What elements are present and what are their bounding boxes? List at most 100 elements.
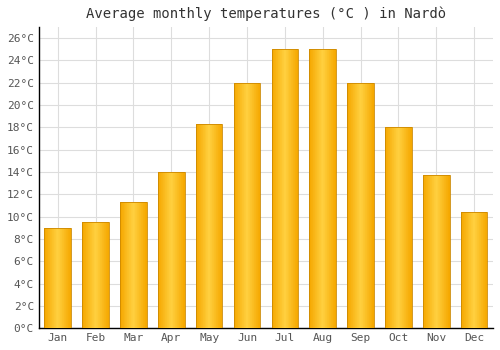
Bar xyxy=(252,83,253,328)
Bar xyxy=(472,212,473,328)
Bar xyxy=(60,228,61,328)
Bar xyxy=(209,124,210,328)
Bar xyxy=(135,202,136,328)
Bar xyxy=(373,83,374,328)
Bar xyxy=(174,172,176,328)
Bar xyxy=(196,124,197,328)
Bar xyxy=(212,124,213,328)
Bar xyxy=(196,124,222,328)
Bar xyxy=(431,175,432,328)
Bar xyxy=(95,222,96,328)
Bar xyxy=(274,49,275,328)
Bar xyxy=(144,202,146,328)
Bar xyxy=(208,124,209,328)
Bar xyxy=(405,127,406,328)
Bar xyxy=(64,228,65,328)
Bar xyxy=(410,127,411,328)
Bar xyxy=(97,222,98,328)
Bar xyxy=(465,212,466,328)
Bar xyxy=(400,127,401,328)
Bar xyxy=(50,228,51,328)
Bar xyxy=(237,83,238,328)
Bar xyxy=(392,127,393,328)
Bar xyxy=(202,124,203,328)
Bar xyxy=(324,49,326,328)
Bar xyxy=(61,228,62,328)
Bar xyxy=(425,175,426,328)
Bar xyxy=(45,228,46,328)
Bar xyxy=(444,175,445,328)
Bar xyxy=(201,124,202,328)
Bar xyxy=(234,83,235,328)
Bar xyxy=(121,202,122,328)
Bar xyxy=(68,228,69,328)
Bar xyxy=(469,212,470,328)
Bar xyxy=(284,49,285,328)
Bar xyxy=(257,83,258,328)
Bar xyxy=(214,124,215,328)
Bar xyxy=(352,83,354,328)
Bar xyxy=(475,212,476,328)
Bar xyxy=(322,49,324,328)
Bar xyxy=(56,228,57,328)
Bar xyxy=(244,83,245,328)
Bar xyxy=(278,49,279,328)
Bar xyxy=(93,222,94,328)
Bar xyxy=(312,49,313,328)
Bar xyxy=(446,175,447,328)
Bar xyxy=(238,83,239,328)
Bar xyxy=(99,222,100,328)
Bar xyxy=(180,172,181,328)
Bar xyxy=(105,222,106,328)
Bar xyxy=(122,202,123,328)
Bar xyxy=(436,175,437,328)
Bar xyxy=(401,127,402,328)
Bar xyxy=(332,49,334,328)
Title: Average monthly temperatures (°C ) in Nardò: Average monthly temperatures (°C ) in Na… xyxy=(86,7,446,21)
Bar xyxy=(314,49,315,328)
Bar xyxy=(479,212,480,328)
Bar xyxy=(440,175,441,328)
Bar xyxy=(89,222,90,328)
Bar xyxy=(54,228,55,328)
Bar xyxy=(103,222,104,328)
Bar xyxy=(62,228,63,328)
Bar xyxy=(240,83,241,328)
Bar xyxy=(158,172,184,328)
Bar xyxy=(282,49,283,328)
Bar xyxy=(46,228,47,328)
Bar xyxy=(65,228,66,328)
Bar xyxy=(245,83,246,328)
Bar xyxy=(432,175,433,328)
Bar xyxy=(362,83,363,328)
Bar xyxy=(391,127,392,328)
Bar xyxy=(120,202,146,328)
Bar xyxy=(66,228,67,328)
Bar xyxy=(243,83,244,328)
Bar xyxy=(92,222,93,328)
Bar xyxy=(441,175,442,328)
Bar xyxy=(67,228,68,328)
Bar xyxy=(406,127,407,328)
Bar xyxy=(428,175,429,328)
Bar xyxy=(126,202,127,328)
Bar xyxy=(246,83,247,328)
Bar xyxy=(82,222,109,328)
Bar xyxy=(275,49,276,328)
Bar xyxy=(134,202,135,328)
Bar xyxy=(277,49,278,328)
Bar xyxy=(58,228,59,328)
Bar xyxy=(330,49,332,328)
Bar xyxy=(272,49,273,328)
Bar xyxy=(318,49,320,328)
Bar xyxy=(466,212,467,328)
Bar xyxy=(86,222,87,328)
Bar xyxy=(394,127,395,328)
Bar xyxy=(366,83,367,328)
Bar xyxy=(256,83,257,328)
Bar xyxy=(55,228,56,328)
Bar xyxy=(296,49,297,328)
Bar xyxy=(239,83,240,328)
Bar xyxy=(437,175,438,328)
Bar xyxy=(83,222,84,328)
